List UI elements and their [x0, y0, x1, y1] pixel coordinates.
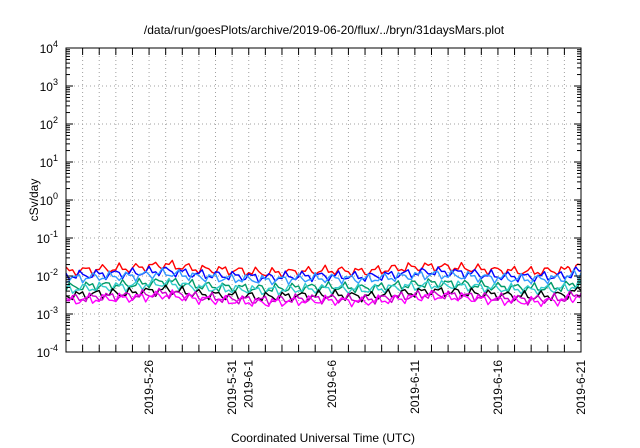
- y-tick-label: 101: [40, 153, 58, 170]
- y-axis-label: cSv/day: [27, 179, 41, 222]
- y-tick-label: 103: [40, 77, 58, 94]
- series-line: [65, 259, 582, 279]
- y-tick-label: 100: [40, 191, 58, 208]
- y-tick-label: 10-1: [37, 229, 58, 246]
- series-line: [65, 287, 582, 306]
- x-tick-label: 2019-6-1: [242, 360, 256, 408]
- chart-title: /data/run/goesPlots/archive/2019-06-20/f…: [144, 23, 505, 37]
- series-line: [65, 267, 582, 286]
- series-line: [65, 277, 582, 294]
- x-tick-label: 2019-6-11: [408, 360, 422, 414]
- y-tick-label: 102: [40, 115, 58, 132]
- x-tick-label: 2019-5-26: [142, 360, 156, 415]
- series-layer: [65, 259, 582, 308]
- x-axis: 2019-5-26 2019-5-31 2019-6-1 2019-6-6 2019-6…: [82, 48, 588, 415]
- y-axis: 10-4 10-3 10-2 10-1 100 101 102 103 104: [37, 39, 581, 360]
- y-tick-label: 104: [40, 39, 58, 56]
- x-tick-label: 2019-6-21: [574, 360, 588, 415]
- x-axis-label: Coordinated Universal Time (UTC): [231, 431, 415, 445]
- x-tick-label: 2019-6-16: [491, 360, 505, 415]
- series-line: [65, 289, 582, 308]
- x-tick-label: 2019-6-6: [325, 360, 339, 408]
- plot-area-border: [65, 47, 582, 353]
- y-tick-label: 10-3: [37, 305, 58, 322]
- y-tick-label: 10-2: [37, 267, 58, 284]
- grid: [66, 48, 581, 352]
- x-tick-label: 2019-5-31: [225, 360, 239, 415]
- y-tick-label: 10-4: [37, 343, 58, 360]
